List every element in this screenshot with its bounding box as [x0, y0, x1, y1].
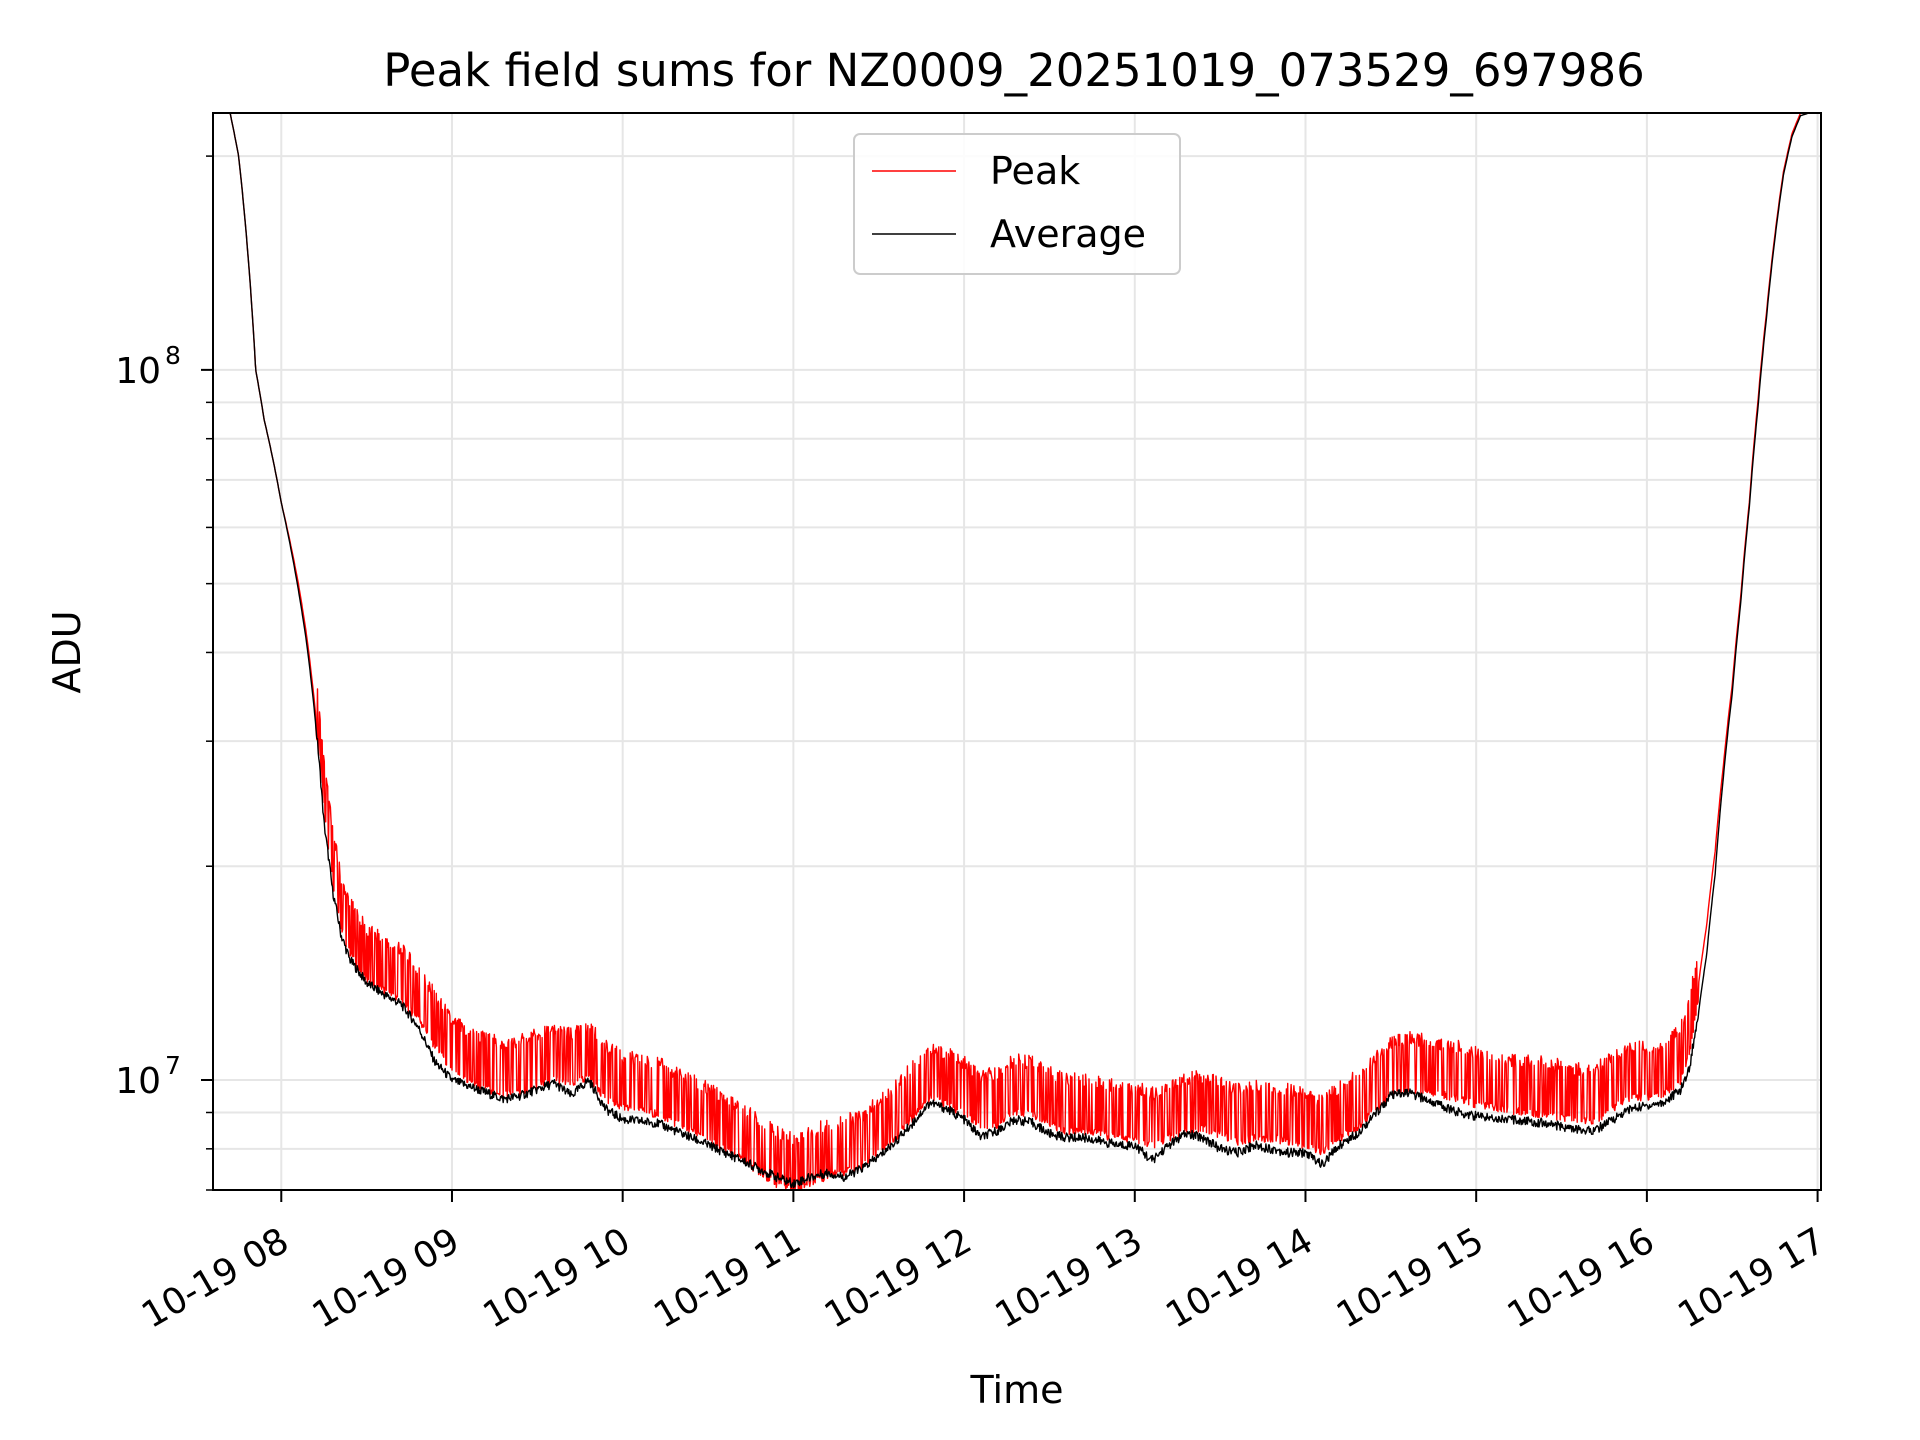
legend-peak-label: Peak [990, 149, 1080, 193]
chart-title: Peak field sums for NZ0009_20251019_0735… [383, 44, 1644, 97]
y-tick-exponent: 8 [165, 341, 181, 370]
lines [229, 113, 1818, 1190]
legend: Peak Average [853, 133, 1181, 275]
plot-frame [212, 112, 1822, 1191]
y-tick-label: 10 [115, 351, 161, 392]
legend-box [853, 133, 1181, 275]
series-line-average [229, 113, 1818, 1189]
series-line-peak [229, 113, 1818, 1190]
legend-average-label: Average [990, 212, 1146, 256]
y-tick-exponent: 7 [165, 1051, 181, 1080]
y-tick-label: 10 [115, 1061, 161, 1102]
x-axis-label: Time [970, 1368, 1064, 1412]
y-axis-label: ADU [45, 610, 89, 693]
